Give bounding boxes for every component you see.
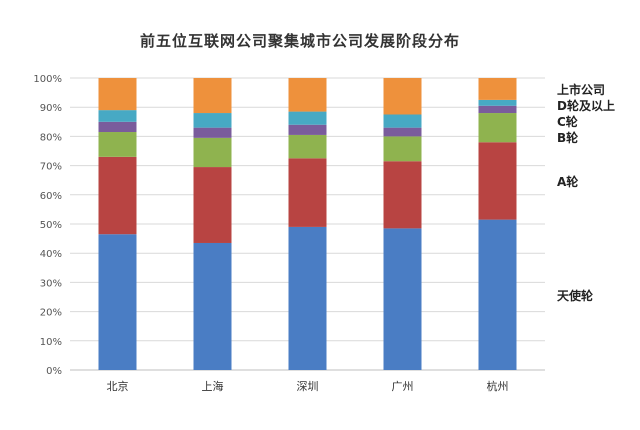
y-tick-label: 50% (40, 220, 62, 231)
bar-segment (288, 124, 327, 135)
bar-segment (98, 110, 137, 122)
y-tick-label: 30% (40, 278, 62, 289)
legend-label: B轮 (557, 130, 579, 145)
y-tick-label: 90% (40, 103, 62, 114)
legend-label: D轮及以上 (557, 98, 615, 113)
bar-segment (288, 226, 327, 370)
bar-segment (383, 127, 422, 137)
x-tick-label: 杭州 (487, 379, 509, 393)
x-tick-label: 上海 (202, 379, 224, 393)
bar-segment (383, 161, 422, 229)
bar-segment (478, 142, 517, 220)
legend-label: 天使轮 (557, 288, 594, 303)
x-tick-label: 北京 (107, 379, 129, 393)
y-tick-label: 20% (40, 308, 62, 319)
bar-segment (288, 78, 327, 112)
bar-segment (288, 158, 327, 227)
bar-segment (288, 111, 327, 125)
bar-segment (288, 134, 327, 159)
bar-segment (193, 167, 232, 243)
bar-segment (383, 78, 422, 115)
bar-segment (98, 132, 137, 157)
bar-segment (193, 113, 232, 128)
bar-segment (478, 219, 517, 370)
y-tick-label: 40% (40, 249, 62, 260)
bar-segment (193, 137, 232, 168)
x-tick-label: 广州 (392, 380, 414, 393)
bar-segment (383, 228, 422, 370)
y-tick-label: 100% (33, 74, 62, 85)
bar-segment (478, 113, 517, 143)
legend-label: C轮 (557, 114, 579, 129)
y-tick-label: 70% (40, 162, 62, 173)
bar-segment (98, 121, 137, 133)
bar-segment (383, 136, 422, 162)
bar-segment (98, 156, 137, 235)
legend-label: 上市公司 (557, 82, 605, 97)
chart-title: 前五位互联网公司聚集城市公司发展阶段分布 (139, 32, 460, 50)
y-tick-label: 0% (46, 366, 62, 377)
bar-segment (478, 99, 517, 106)
bar-segment (383, 114, 422, 128)
bar-segment (98, 234, 137, 370)
bar-segment (193, 78, 232, 114)
bar-segment (478, 78, 517, 100)
legend-label: A轮 (557, 174, 579, 189)
y-tick-label: 80% (40, 132, 62, 143)
y-tick-label: 10% (40, 337, 62, 348)
bar-segment (193, 127, 232, 138)
bar-segment (478, 105, 517, 114)
bar-segment (98, 78, 137, 111)
x-tick-label: 深圳 (297, 380, 319, 393)
bar-segment (193, 242, 232, 370)
y-tick-label: 60% (40, 191, 62, 202)
